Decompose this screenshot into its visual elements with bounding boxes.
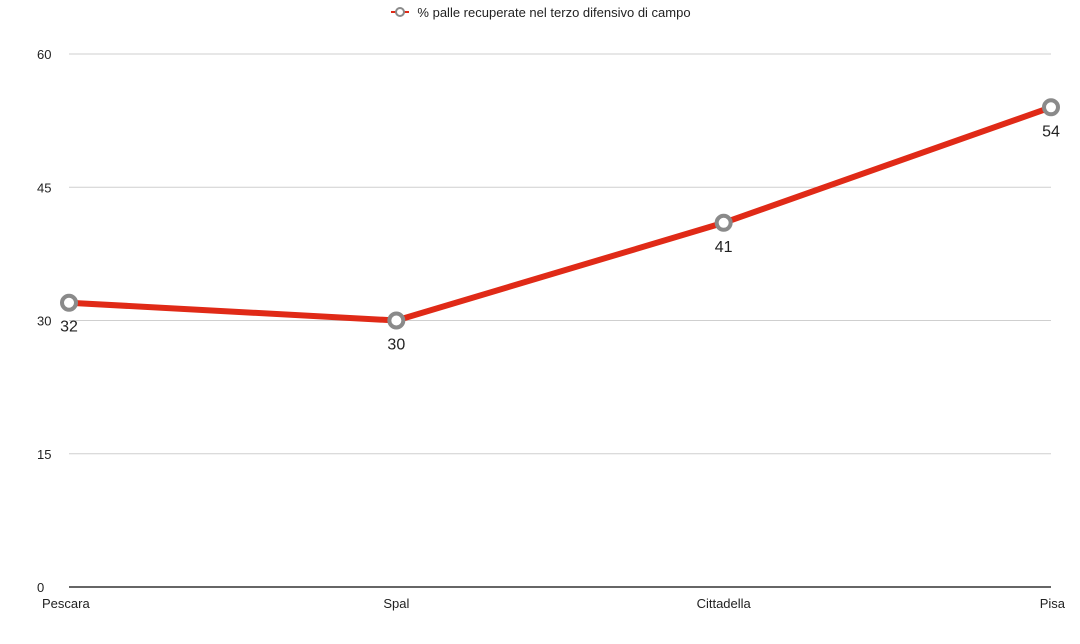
data-point-marker: [1042, 98, 1060, 117]
data-point-marker: [714, 213, 733, 232]
y-tick-label: 0: [37, 580, 44, 595]
legend-series-label: % palle recuperate nel terzo difensivo d…: [417, 4, 691, 20]
legend-series-marker: [389, 5, 411, 19]
x-tick-label: Cittadella: [697, 596, 752, 611]
chart-legend: % palle recuperate nel terzo difensivo d…: [0, 2, 1080, 22]
series-line: [66, 104, 1054, 324]
data-labels: 32 30 41 54: [60, 123, 1060, 353]
x-tick-label: Spal: [383, 596, 409, 611]
y-tick-label: 45: [37, 180, 51, 195]
x-tick-label: Pescara: [42, 596, 90, 611]
y-tick-label: 15: [37, 447, 51, 462]
y-tick-label: 60: [37, 47, 51, 62]
series-lines: [66, 104, 1054, 324]
y-axis-tick-labels: 0 15 30 45 60: [37, 47, 51, 595]
data-point-markers: [60, 98, 1060, 330]
data-label: 41: [715, 239, 733, 256]
data-point-marker: [60, 293, 78, 312]
y-tick-label: 30: [37, 314, 51, 329]
data-label: 30: [387, 337, 405, 354]
data-label: 32: [60, 319, 78, 336]
x-axis-tick-labels: Pescara Spal Cittadella Pisa: [42, 596, 1066, 611]
data-point-marker: [387, 311, 406, 330]
x-tick-label: Pisa: [1040, 596, 1066, 611]
grid-lines: [69, 53, 1051, 455]
data-label: 54: [1042, 123, 1060, 140]
